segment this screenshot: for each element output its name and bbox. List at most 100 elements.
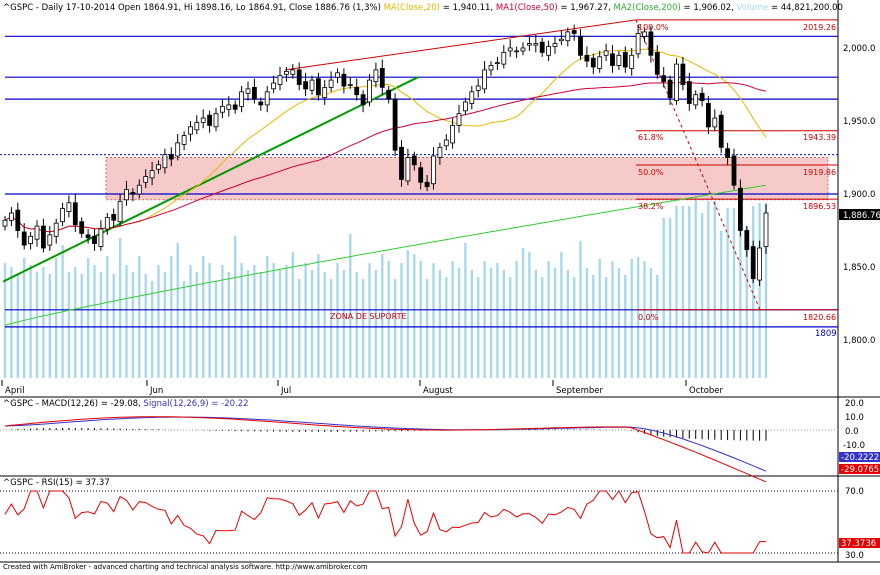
candle-body	[392, 98, 398, 151]
volume-bar	[713, 201, 716, 378]
volume-bar	[630, 259, 633, 378]
candle-body	[200, 117, 206, 123]
volume-bar	[131, 272, 135, 378]
x-axis: April Jun Jul August September October	[1, 380, 724, 396]
volume-bar	[688, 206, 691, 378]
volume-bar	[643, 261, 646, 378]
candle-body	[245, 88, 251, 94]
volume-bar	[764, 203, 768, 378]
price-tick: 1,800.0	[843, 336, 875, 346]
volume-bar	[662, 218, 665, 378]
candle-body	[296, 69, 302, 85]
volume-bar	[534, 270, 537, 378]
candle-body	[347, 84, 353, 86]
price-tick: 1,950.0	[843, 117, 875, 127]
candle-body	[258, 101, 264, 106]
volume-bar	[227, 272, 230, 378]
candle-body	[226, 104, 232, 110]
fib-618-pct: 61.8%	[638, 133, 664, 142]
candle-body	[335, 72, 340, 78]
candle-body	[104, 216, 110, 230]
volume-bar	[406, 250, 410, 378]
candle-body	[648, 31, 654, 56]
fib-50-value: 1919.86	[803, 168, 836, 177]
footer-text: Created with AmiBroker - advanced charti…	[3, 563, 368, 571]
volume-bar	[35, 272, 39, 378]
candle-body	[546, 46, 551, 56]
macd-tick: 0.0	[845, 427, 859, 437]
candle-body	[469, 91, 475, 104]
candle-body	[603, 50, 609, 56]
candle-body	[181, 135, 187, 145]
macd-series	[0, 416, 838, 483]
candle-body	[239, 91, 245, 107]
volume-bar	[694, 193, 697, 378]
volume-bar	[170, 256, 173, 378]
volume-bar	[649, 268, 653, 378]
candle-body	[456, 113, 462, 126]
chart-header: ^GSPC - Daily 17-10-2014 Open 1864.91, H…	[3, 3, 843, 13]
volume-bar	[598, 259, 601, 378]
volume-bar	[515, 261, 518, 378]
candle-body	[367, 79, 372, 103]
candle-body	[168, 154, 174, 160]
header-ma20-label: MA(Close,20)	[384, 3, 440, 13]
trendlines	[2, 19, 761, 311]
volume-bar	[361, 279, 365, 378]
candle-body	[354, 87, 360, 96]
candle-body	[501, 52, 507, 65]
volume-bar	[611, 261, 614, 378]
volume-bar	[246, 270, 250, 378]
volume-bar	[163, 272, 167, 378]
candle-body	[251, 87, 257, 100]
candle-body	[718, 114, 724, 148]
volume-bar	[202, 256, 205, 378]
candle-body	[303, 81, 309, 90]
volume-bar	[240, 263, 243, 378]
volume-bar	[10, 267, 13, 378]
candle-body	[527, 43, 532, 46]
candle-body	[443, 139, 449, 147]
macd-title: ^GSPC - MACD(12,26) = -29.08, Signal(12,…	[3, 399, 249, 409]
rsi-tick: 30.0	[845, 551, 864, 561]
volume-bar	[74, 267, 77, 378]
volume-bar	[118, 238, 122, 378]
volume-bar	[617, 268, 621, 378]
candle-body	[149, 170, 155, 179]
candle-body	[475, 85, 481, 91]
volume-bar	[700, 213, 704, 378]
volume-bar	[464, 243, 467, 378]
volume-bar	[400, 263, 403, 378]
candle-body	[143, 176, 149, 183]
volume-bar	[457, 268, 461, 378]
volume-bar	[547, 261, 550, 378]
candle-body	[2, 219, 8, 227]
volume-bar	[566, 270, 569, 378]
candle-body	[386, 89, 392, 100]
candle-body	[552, 43, 558, 47]
candle-body	[488, 65, 494, 71]
candle-body	[731, 155, 737, 186]
signal-tag: -20.2222	[841, 453, 879, 463]
volume-bar	[720, 231, 723, 378]
signal-tag-bg	[839, 452, 880, 462]
candle-body	[431, 155, 436, 185]
volume-bar	[726, 208, 729, 378]
volume-bar	[125, 265, 128, 378]
candle-body	[315, 78, 321, 96]
volume-bar	[278, 270, 282, 378]
candle-body	[156, 164, 161, 170]
candle-body	[379, 68, 385, 88]
volume-bar	[195, 272, 198, 378]
volume-bar	[214, 281, 218, 378]
candle-body	[213, 113, 219, 128]
fib-100-value: 2019.26	[803, 23, 836, 32]
candle-body	[578, 35, 583, 56]
volume-bar	[112, 274, 115, 378]
volume-bar	[668, 218, 672, 378]
macd-tick: -10.0	[843, 441, 865, 451]
candle-body	[411, 155, 417, 166]
volume-bar	[553, 268, 557, 378]
